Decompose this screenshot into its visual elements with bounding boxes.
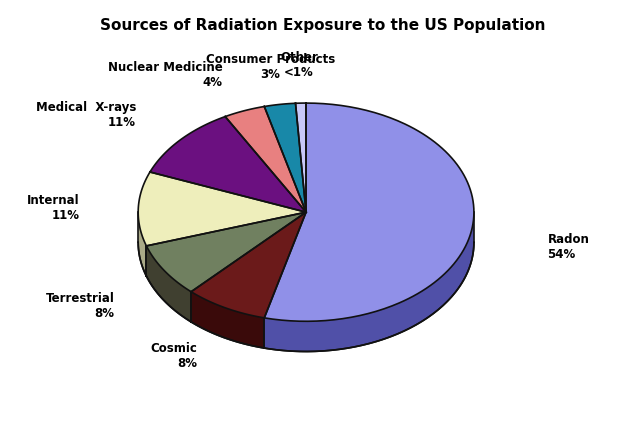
Polygon shape [264, 103, 306, 212]
Polygon shape [147, 246, 191, 322]
Polygon shape [225, 106, 306, 212]
Text: Internal
11%: Internal 11% [27, 194, 79, 222]
Polygon shape [296, 103, 306, 212]
Title: Sources of Radiation Exposure to the US Population: Sources of Radiation Exposure to the US … [100, 18, 545, 33]
Text: Cosmic
8%: Cosmic 8% [150, 342, 197, 370]
Polygon shape [191, 212, 306, 318]
Text: Terrestrial
8%: Terrestrial 8% [46, 292, 115, 320]
Polygon shape [147, 212, 306, 292]
Polygon shape [138, 172, 306, 246]
Text: Nuclear Medicine
4%: Nuclear Medicine 4% [108, 61, 223, 89]
Text: Other
<1%: Other <1% [280, 51, 318, 79]
Polygon shape [264, 212, 474, 352]
Text: Consumer Products
3%: Consumer Products 3% [206, 53, 335, 81]
Text: Medical  X-rays
11%: Medical X-rays 11% [36, 101, 136, 129]
Polygon shape [264, 103, 474, 321]
Polygon shape [138, 212, 147, 276]
Polygon shape [191, 292, 264, 348]
Text: Radon
54%: Radon 54% [548, 233, 589, 261]
Polygon shape [150, 117, 306, 212]
